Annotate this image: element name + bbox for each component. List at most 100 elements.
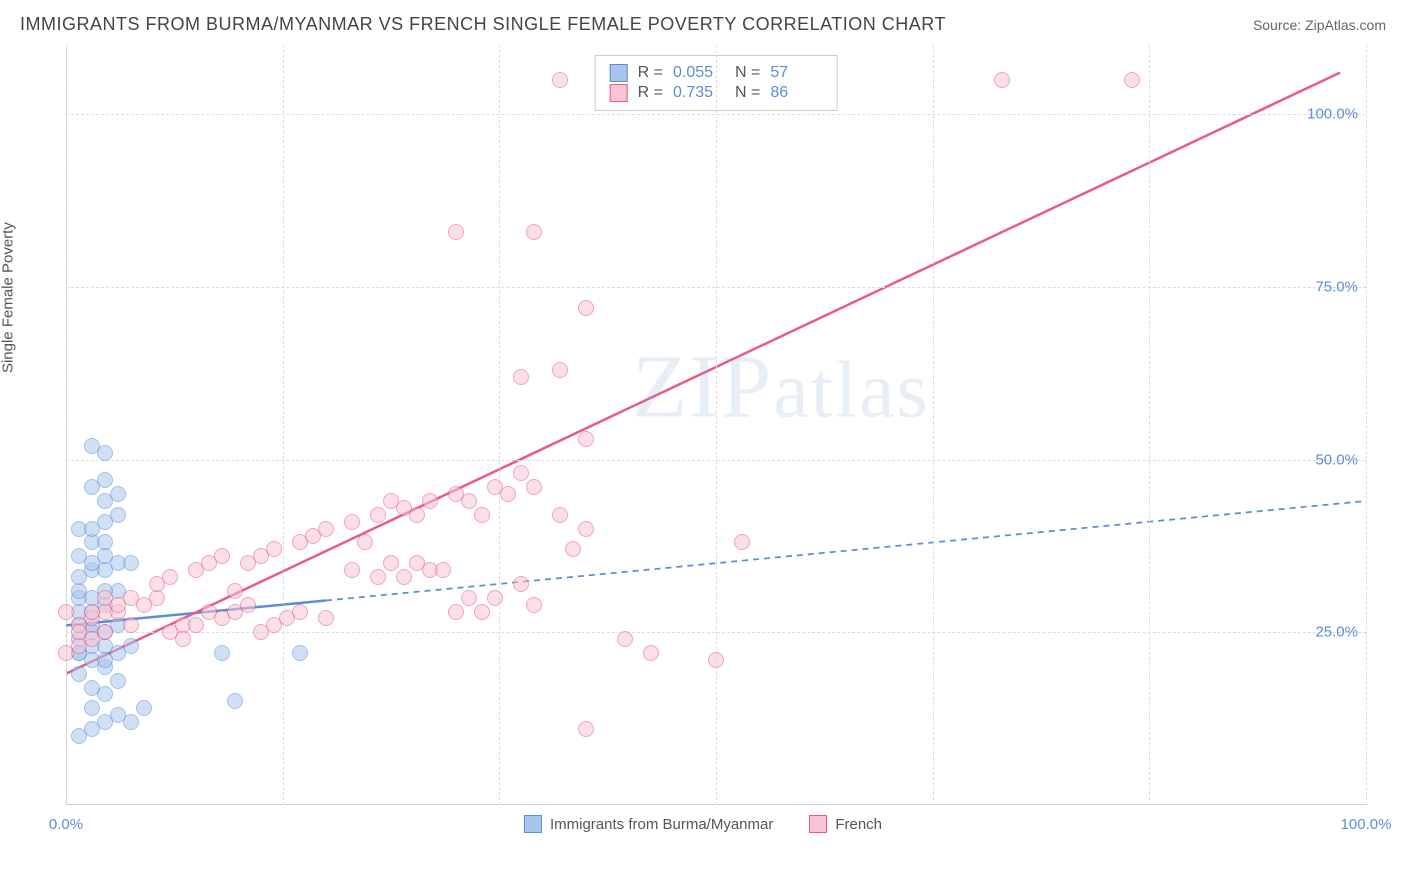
scatter-point <box>123 617 139 633</box>
scatter-point <box>422 493 438 509</box>
legend-swatch <box>610 64 628 82</box>
n-label: N = <box>735 84 760 102</box>
y-axis-label: Single Female Poverty <box>0 222 17 373</box>
scatter-point <box>71 548 87 564</box>
scatter-point <box>383 555 399 571</box>
scatter-point <box>578 521 594 537</box>
y-tick-label: 75.0% <box>1315 278 1358 295</box>
scatter-point <box>123 555 139 571</box>
scatter-point <box>84 604 100 620</box>
r-value: 0.735 <box>673 84 725 102</box>
y-tick-label: 50.0% <box>1315 451 1358 468</box>
gridline-v <box>1366 45 1367 805</box>
source-label: Source: ZipAtlas.com <box>1253 17 1386 33</box>
scatter-point <box>994 72 1010 88</box>
scatter-point <box>71 666 87 682</box>
scatter-point <box>97 686 113 702</box>
scatter-point <box>318 521 334 537</box>
scatter-point <box>110 673 126 689</box>
scatter-point <box>71 583 87 599</box>
scatter-point <box>370 569 386 585</box>
scatter-point <box>513 465 529 481</box>
gridline-v <box>933 45 934 805</box>
scatter-point <box>448 224 464 240</box>
scatter-point <box>552 72 568 88</box>
r-label: R = <box>638 84 663 102</box>
scatter-point <box>292 645 308 661</box>
scatter-point <box>526 224 542 240</box>
scatter-point <box>240 597 256 613</box>
gridline-v <box>1149 45 1150 805</box>
n-label: N = <box>735 64 760 82</box>
legend-swatch <box>809 815 827 833</box>
scatter-point <box>292 604 308 620</box>
scatter-point <box>396 569 412 585</box>
scatter-point <box>409 507 425 523</box>
scatter-point <box>97 472 113 488</box>
r-label: R = <box>638 64 663 82</box>
scatter-point <box>97 652 113 668</box>
scatter-point <box>357 534 373 550</box>
r-value: 0.055 <box>673 64 725 82</box>
scatter-point <box>474 604 490 620</box>
scatter-point <box>435 562 451 578</box>
scatter-point <box>123 638 139 654</box>
bottom-legend-item: Immigrants from Burma/Myanmar <box>524 815 773 833</box>
scatter-point <box>84 438 100 454</box>
scatter-point <box>578 300 594 316</box>
scatter-point <box>552 507 568 523</box>
scatter-point <box>97 624 113 640</box>
scatter-point <box>474 507 490 523</box>
scatter-point <box>175 631 191 647</box>
chart-title: IMMIGRANTS FROM BURMA/MYANMAR VS FRENCH … <box>20 14 946 35</box>
bottom-legend-item: French <box>809 815 882 833</box>
y-tick-label: 25.0% <box>1315 624 1358 641</box>
chart-container: Single Female Poverty ZIPatlas R =0.055N… <box>20 45 1386 835</box>
scatter-point <box>461 493 477 509</box>
plot-area: ZIPatlas R =0.055N =57R =0.735N =86 25.0… <box>66 45 1366 805</box>
scatter-point <box>97 534 113 550</box>
gridline-v <box>499 45 500 805</box>
y-tick-label: 100.0% <box>1307 106 1358 123</box>
scatter-point <box>227 583 243 599</box>
scatter-point <box>513 369 529 385</box>
scatter-point <box>162 569 178 585</box>
x-tick-label: 100.0% <box>1341 816 1392 833</box>
scatter-point <box>526 597 542 613</box>
scatter-point <box>487 590 503 606</box>
scatter-point <box>513 576 529 592</box>
scatter-point <box>123 714 139 730</box>
scatter-point <box>97 548 113 564</box>
scatter-point <box>58 604 74 620</box>
legend-label: Immigrants from Burma/Myanmar <box>550 816 773 833</box>
scatter-point <box>565 541 581 557</box>
scatter-point <box>344 562 360 578</box>
bottom-legend: Immigrants from Burma/Myanmar French <box>524 815 882 833</box>
scatter-point <box>344 514 360 530</box>
scatter-point <box>84 700 100 716</box>
scatter-point <box>708 652 724 668</box>
scatter-point <box>71 624 87 640</box>
scatter-point <box>643 645 659 661</box>
scatter-point <box>370 507 386 523</box>
watermark: ZIPatlas <box>632 336 930 439</box>
scatter-point <box>461 590 477 606</box>
legend-label: French <box>835 816 882 833</box>
scatter-point <box>734 534 750 550</box>
scatter-point <box>318 610 334 626</box>
gridline-v <box>283 45 284 805</box>
scatter-point <box>214 548 230 564</box>
scatter-point <box>188 617 204 633</box>
scatter-point <box>552 362 568 378</box>
scatter-point <box>136 700 152 716</box>
scatter-point <box>266 541 282 557</box>
scatter-point <box>500 486 516 502</box>
scatter-point <box>1124 72 1140 88</box>
scatter-point <box>526 479 542 495</box>
scatter-point <box>448 604 464 620</box>
scatter-point <box>578 721 594 737</box>
scatter-point <box>110 486 126 502</box>
n-value: 57 <box>770 64 822 82</box>
gridline-v <box>66 45 67 805</box>
scatter-point <box>578 431 594 447</box>
